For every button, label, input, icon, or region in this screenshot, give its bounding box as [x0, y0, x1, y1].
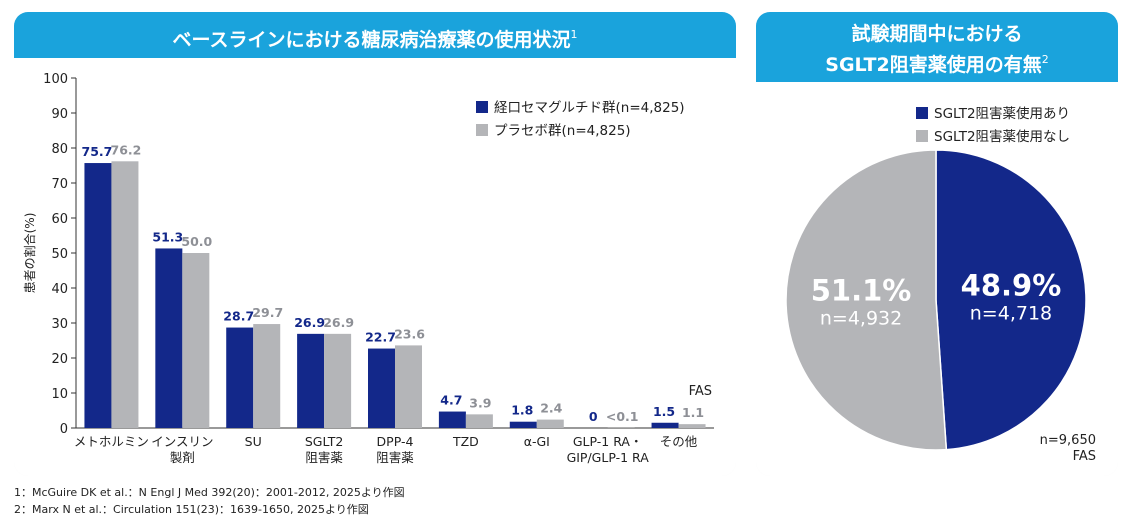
bar-oral [155, 248, 183, 428]
y-tick-label: 60 [51, 212, 68, 227]
bar-placebo [324, 333, 352, 428]
bar-oral [651, 422, 679, 428]
y-axis-label: 患者の割合(%) [22, 213, 37, 294]
pie-chart-title-line1: 試験期間中における [851, 23, 1023, 45]
bar-oral [84, 163, 112, 429]
y-tick-label: 40 [51, 282, 68, 297]
data-label-placebo: 29.7 [252, 305, 283, 320]
pie-chart-title-line2: SGLT2阻害薬使用の有無 [825, 54, 1042, 76]
x-tick-label: 製剤 [170, 450, 195, 465]
data-label-placebo: 26.9 [323, 315, 354, 330]
x-tick-label: 阻害薬 [305, 450, 343, 465]
footnotes: 1：McGuire DK et al.：N Engl J Med 392(20)… [14, 484, 405, 518]
legend-label-with: SGLT2阻害薬使用あり [934, 105, 1070, 122]
bar-chart-title-ref: 1 [570, 28, 578, 41]
bar-placebo [182, 253, 210, 428]
y-tick-label: 0 [60, 422, 68, 437]
bar-oral [297, 333, 325, 428]
y-tick-label: 80 [51, 142, 68, 157]
legend-label-without: SGLT2阻害薬使用なし [934, 128, 1070, 145]
data-label-placebo: 2.4 [540, 401, 562, 416]
legend-swatch-oral [476, 101, 488, 113]
x-tick-label: メトホルミン [74, 434, 149, 449]
bar-chart-header: ベースラインにおける糖尿病治療薬の使用状況1 [14, 12, 736, 58]
bar-chart-title: ベースラインにおける糖尿病治療薬の使用状況 [172, 29, 571, 51]
pie-chart-area: 48.9% n=4,718 51.1% n=4,932 SGLT2阻害薬使用あり SGLT… [756, 82, 1118, 476]
x-tick-label: TZD [452, 434, 479, 449]
pie-annotation: FAS [1073, 449, 1096, 464]
y-tick-label: 90 [51, 107, 68, 122]
data-label-oral: 1.8 [511, 403, 533, 418]
pie-slice-without-sglt2 [785, 149, 948, 451]
pie-chart-panel: 試験期間中における SGLT2阻害薬使用の有無2 48.9% n=4,718 51.… [756, 12, 1118, 476]
bar-placebo [253, 324, 281, 428]
data-label-placebo: 50.0 [181, 234, 212, 249]
pie-n-label-without: n=4,932 [820, 308, 902, 330]
y-tick-label: 50 [51, 247, 68, 262]
bar-chart-panel: ベースラインにおける糖尿病治療薬の使用状況1 0 10 20 30 40 50 60 70 80… [14, 12, 736, 476]
x-tick-label: SU [245, 434, 262, 449]
x-tick-label: 阻害薬 [376, 450, 414, 465]
data-label-placebo: <0.1 [606, 409, 639, 424]
pie-pct-label-without: 51.1% [811, 274, 912, 308]
legend-label-oral: 経口セマグルチド群(n=4,825) [494, 100, 685, 116]
data-label-placebo: 1.1 [682, 405, 704, 420]
data-label-placebo: 23.6 [394, 326, 425, 341]
pie-slice-with-sglt2 [935, 149, 1087, 451]
x-tick-label: GLP-1 RA・ [573, 434, 643, 449]
y-tick-label: 100 [43, 72, 68, 87]
x-tick-label: インスリン [151, 434, 213, 449]
bar-oral [509, 421, 537, 428]
x-tick-label: α-GI [524, 434, 550, 449]
x-tick-label: DPP-4 [377, 434, 414, 449]
data-label-placebo: 3.9 [469, 395, 491, 410]
bar-oral [438, 411, 466, 428]
data-label-oral: 22.7 [365, 330, 396, 345]
bar-placebo [536, 419, 564, 428]
x-tick-label: GIP/GLP-1 RA [567, 450, 650, 465]
footnote-1: 1：McGuire DK et al.：N Engl J Med 392(20)… [14, 486, 405, 499]
pie-chart-title-ref: 2 [1041, 53, 1049, 66]
pie-annotation: n=9,650 [1040, 433, 1096, 448]
y-tick-label: 30 [51, 317, 68, 332]
legend-swatch-with [916, 107, 928, 119]
data-label-oral: 28.7 [223, 309, 254, 324]
pie-chart: 48.9%n=4,718 51.1%n=4,932 SGLT2阻害薬使用あり SGLT… [785, 105, 1096, 464]
data-label-oral: 1.5 [653, 404, 675, 419]
pie-chart-header: 試験期間中における SGLT2阻害薬使用の有無2 [756, 12, 1118, 82]
legend-swatch-placebo [476, 124, 488, 136]
bar-oral [226, 327, 254, 428]
bar-chart-area: 0 10 20 30 40 50 60 70 80 90 100 患者の割合(%) 75.7 76.2 メト… [14, 58, 736, 476]
y-tick-label: 70 [51, 177, 68, 192]
bar-placebo [395, 345, 422, 428]
x-tick-label: その他 [660, 434, 698, 449]
data-label-oral: 4.7 [440, 393, 462, 408]
data-label-oral: 0 [589, 409, 598, 424]
pie-n-label-with: n=4,718 [970, 302, 1052, 324]
data-label-oral: 51.3 [152, 229, 183, 244]
data-label-oral: 75.7 [82, 144, 113, 159]
y-tick-label: 10 [51, 387, 68, 402]
x-tick-label: SGLT2 [305, 434, 343, 449]
bar-oral [368, 348, 395, 428]
y-tick-label: 20 [51, 352, 68, 367]
data-label-placebo: 76.2 [111, 142, 142, 157]
fas-annotation: FAS [689, 384, 712, 399]
bar-placebo [465, 414, 493, 428]
legend-swatch-without [916, 130, 928, 142]
footnote-2: 2：Marx N et al.：Circulation 151(23)：1639… [14, 503, 369, 516]
data-label-oral: 26.9 [294, 315, 325, 330]
bar-placebo [111, 161, 139, 429]
bar-chart: 0 10 20 30 40 50 60 70 80 90 100 患者の割合(%) 75.776.2 メト… [22, 72, 714, 465]
legend-label-placebo: プラセボ群(n=4,825) [494, 123, 631, 139]
bar-placebo [678, 424, 706, 428]
pie-pct-label-with: 48.9% [961, 268, 1062, 302]
